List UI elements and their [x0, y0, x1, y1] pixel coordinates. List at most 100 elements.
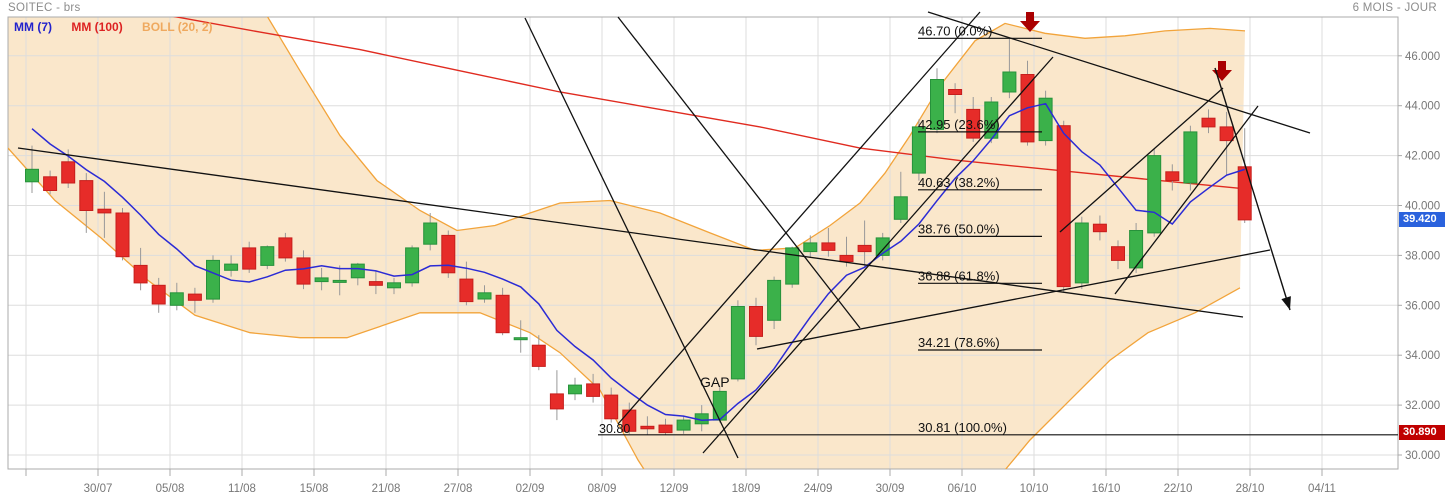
candle-up — [477, 292, 492, 300]
candle-down — [115, 212, 130, 258]
candle-down — [531, 344, 546, 367]
svg-text:46.000: 46.000 — [1405, 51, 1440, 63]
candle-up — [930, 79, 944, 130]
svg-text:16/10: 16/10 — [1092, 483, 1121, 495]
candle-up — [911, 126, 926, 174]
svg-text:42.95 (23.6%): 42.95 (23.6%) — [918, 117, 1000, 132]
candle-up — [785, 247, 800, 285]
timeframe-label: 6 MOIS - JOUR — [1352, 2, 1437, 14]
svg-text:05/08: 05/08 — [156, 483, 185, 495]
legend-item-mm7: MM (7) — [14, 20, 52, 34]
candle-up — [1129, 230, 1144, 269]
svg-text:34.21 (78.6%): 34.21 (78.6%) — [918, 335, 1000, 350]
candle-down — [586, 383, 601, 397]
candle-down — [133, 264, 148, 284]
svg-text:40.63 (38.2%): 40.63 (38.2%) — [918, 175, 1000, 190]
candle-down — [549, 393, 564, 410]
red-down-arrow-icon — [1020, 12, 1040, 32]
candle-down — [296, 257, 311, 285]
svg-text:36.88 (61.8%): 36.88 (61.8%) — [918, 268, 1000, 283]
legend-item-mm100: MM (100) — [71, 20, 123, 34]
candle-down — [749, 306, 763, 337]
fibonacci-levels: 46.70 (0.0%) 42.95 (23.6%) 40.63 (38.2%) 38… — [598, 23, 1398, 436]
svg-text:34.000: 34.000 — [1405, 350, 1440, 362]
legend: MM (7) MM (100) BOLL (20, 2) — [14, 20, 229, 34]
candle-down — [368, 281, 383, 286]
candle-down — [495, 294, 510, 334]
candle-down — [640, 425, 655, 430]
svg-text:15/08: 15/08 — [300, 483, 329, 495]
svg-text:21/08: 21/08 — [372, 483, 401, 495]
candle-up — [224, 263, 239, 271]
svg-text:12/09: 12/09 — [660, 483, 689, 495]
svg-text:38.76 (50.0%): 38.76 (50.0%) — [918, 221, 1000, 236]
candle-down — [658, 424, 673, 434]
svg-text:30.000: 30.000 — [1405, 450, 1440, 462]
bollinger-upper-line — [266, 17, 1246, 252]
candle-down — [1237, 166, 1252, 221]
candle-up — [1002, 71, 1017, 93]
candle-down — [43, 176, 58, 192]
candle-down — [61, 161, 76, 184]
svg-text:02/09: 02/09 — [516, 483, 545, 495]
candle-down — [1219, 126, 1234, 142]
svg-text:46.70 (0.0%): 46.70 (0.0%) — [918, 23, 992, 38]
candle-up — [314, 277, 329, 283]
svg-text:30.80: 30.80 — [599, 422, 630, 436]
candle-up — [893, 196, 908, 220]
svg-text:GAP: GAP — [700, 374, 730, 390]
svg-text:44.000: 44.000 — [1405, 101, 1440, 113]
candle-up — [260, 246, 275, 266]
candle-down — [1111, 246, 1125, 261]
svg-text:30/07: 30/07 — [84, 483, 113, 495]
candle-up — [568, 384, 582, 395]
candle-down — [1056, 125, 1071, 288]
candle-down — [821, 242, 836, 251]
candle-down — [79, 180, 94, 212]
gridlines — [8, 17, 1398, 469]
candle-up — [676, 419, 691, 431]
candle-down — [604, 394, 619, 420]
svg-text:08/09: 08/09 — [588, 483, 617, 495]
svg-text:28/10: 28/10 — [1236, 483, 1265, 495]
candle-up — [206, 259, 220, 300]
candle-up — [513, 337, 528, 341]
candle-up — [1074, 222, 1089, 284]
candle-down — [1092, 223, 1107, 233]
candle-down — [948, 89, 963, 95]
black-projection-arrow — [1214, 67, 1291, 311]
price-axis: 46.000 44.000 42.000 40.000 38.000 36.000 34.0… — [1398, 51, 1440, 462]
red-alert-arrows — [1020, 12, 1232, 81]
svg-text:36.000: 36.000 — [1405, 300, 1440, 312]
candle-down — [839, 254, 854, 263]
svg-text:30.81 (100.0%): 30.81 (100.0%) — [918, 420, 1007, 435]
svg-text:06/10: 06/10 — [948, 483, 977, 495]
svg-text:04/11: 04/11 — [1308, 483, 1336, 495]
candle-up — [169, 292, 184, 306]
red-down-arrow-icon — [1212, 61, 1232, 81]
svg-text:10/10: 10/10 — [1020, 483, 1049, 495]
instrument-title: SOITEC - brs — [8, 2, 81, 14]
candle-up — [1183, 131, 1198, 184]
candle-up — [803, 242, 818, 253]
bollinger-band — [8, 17, 1245, 469]
candle-down — [857, 244, 872, 253]
date-axis: 30/07 05/08 11/08 15/08 21/08 27/08 02/09 08/09… — [25, 469, 1336, 495]
svg-text:38.000: 38.000 — [1405, 250, 1440, 262]
candle-up — [350, 263, 365, 279]
svg-text:22/10: 22/10 — [1164, 483, 1193, 495]
candle-down — [187, 293, 202, 301]
candle-down — [441, 234, 456, 274]
mm7-line — [31, 102, 1245, 421]
legend-item-boll: BOLL (20, 2) — [142, 20, 213, 34]
candle-up — [405, 247, 420, 284]
trend-lines — [17, 11, 1311, 459]
svg-text:42.000: 42.000 — [1405, 151, 1440, 163]
mm100-line — [173, 17, 1251, 190]
candle-down — [97, 208, 112, 214]
last-price-badge: 39.420 — [1399, 212, 1445, 227]
candle-down — [242, 247, 257, 270]
candle-down — [278, 237, 293, 259]
